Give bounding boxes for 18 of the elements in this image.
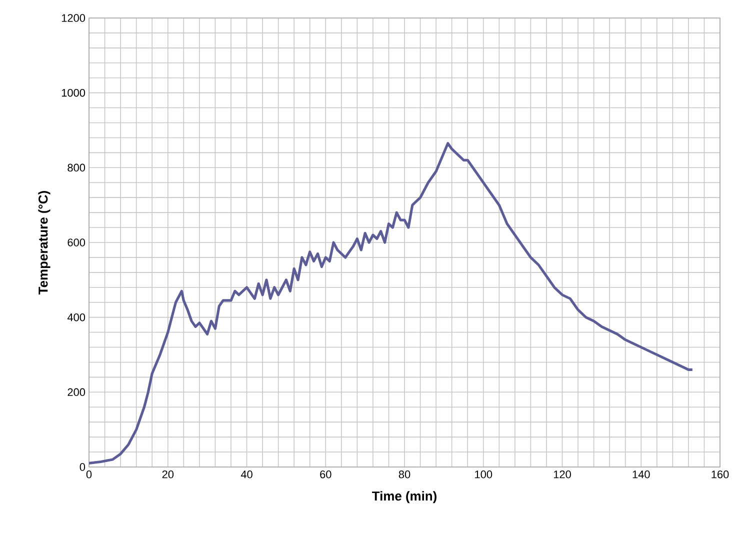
y-tick-label: 600	[68, 238, 86, 246]
x-tick-label: 100	[475, 470, 492, 478]
x-tick-label: 120	[554, 470, 571, 478]
x-tick-label: 80	[398, 470, 410, 478]
x-tick-label: 60	[320, 470, 332, 478]
y-tick-label: 800	[68, 164, 86, 172]
y-tick-label: 200	[68, 388, 86, 396]
x-tick-label: 160	[712, 470, 729, 478]
x-axis-title: Time (min)	[372, 491, 436, 504]
y-tick-label: 1200	[62, 14, 86, 22]
x-tick-label: 0	[86, 470, 92, 478]
y-tick-label: 400	[67, 313, 86, 322]
x-tick-label: 20	[162, 470, 174, 478]
y-axis-title: Temperature (°C)	[38, 191, 50, 294]
y-tick-label: 1000	[62, 88, 86, 97]
x-tick-label: 140	[632, 470, 650, 478]
y-tick-label: 0	[80, 463, 86, 471]
x-tick-label: 40	[240, 470, 252, 478]
